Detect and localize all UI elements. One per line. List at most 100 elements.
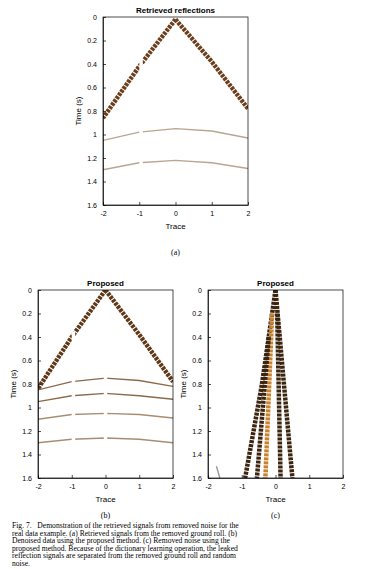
tick-mark	[38, 431, 41, 432]
tick: 0.8	[87, 108, 106, 115]
event-line	[139, 52, 143, 205]
tick: 1.6	[87, 202, 106, 209]
tick-mark	[103, 135, 106, 136]
tick-label: 2	[342, 483, 346, 490]
tick: 0	[28, 287, 41, 294]
y-axis: 00.20.40.60.811.21.41.6	[87, 14, 106, 209]
tick-mark	[38, 337, 41, 338]
tick: 1.4	[22, 451, 41, 458]
panel-label: (b)	[101, 511, 111, 520]
y-axis-title: Time (s)	[179, 369, 188, 398]
tick-mark	[208, 408, 211, 409]
axis-line	[209, 478, 344, 479]
y-axis: 00.20.40.60.811.21.41.6	[22, 287, 41, 482]
tick-mark	[208, 455, 211, 456]
event-line	[104, 296, 108, 478]
tick-mark	[176, 202, 177, 205]
tick-label: 0	[274, 483, 278, 490]
frame	[103, 17, 248, 205]
event-line	[106, 290, 174, 382]
tick: 0.4	[22, 334, 41, 341]
frame	[38, 290, 173, 478]
tick: -1	[69, 475, 75, 490]
tick-mark	[208, 314, 211, 315]
tick: 0.6	[192, 357, 211, 364]
axis-line	[104, 205, 249, 206]
tick-mark	[103, 111, 106, 112]
tick-mark	[103, 205, 106, 206]
marks	[38, 290, 173, 478]
tick: 1	[308, 475, 312, 490]
tick-label: 0	[198, 287, 202, 294]
marks	[216, 290, 292, 478]
tick-mark	[208, 361, 211, 362]
tick-label: -1	[239, 483, 245, 490]
tick: 0.8	[192, 381, 211, 388]
tick: 1.2	[192, 428, 211, 435]
panel-label: (a)	[171, 248, 180, 257]
tick: 1	[198, 404, 211, 411]
tick-label: 0.2	[87, 37, 97, 44]
tick-mark	[208, 290, 211, 291]
tick: 2	[172, 475, 176, 490]
tick-label: -2	[100, 210, 106, 217]
tick-mark	[103, 182, 106, 183]
title: Retrieved reflections	[136, 6, 216, 15]
frame	[208, 290, 343, 478]
x-axis: -2-1012	[205, 475, 345, 490]
tick: 0.4	[192, 334, 211, 341]
tick-label: 1.4	[192, 451, 202, 458]
tick-label: 1.2	[87, 155, 97, 162]
tick: 1.6	[192, 475, 211, 482]
tick: 0	[174, 202, 178, 217]
panel: -2-101200.20.40.60.811.21.41.6ProposedTr…	[179, 279, 346, 504]
event-line	[245, 290, 275, 478]
tick-mark	[242, 475, 243, 478]
tick: 0.2	[22, 310, 41, 317]
tick-label: -2	[35, 483, 41, 490]
event-line	[72, 331, 76, 478]
tick-label: 0	[174, 210, 178, 217]
tick-mark	[106, 475, 107, 478]
tick-label: 1	[138, 483, 142, 490]
title: Proposed	[87, 279, 124, 288]
tick: 0	[274, 475, 278, 490]
tick: 1.6	[22, 475, 41, 482]
plot-area	[38, 290, 173, 478]
tick-label: 1.6	[87, 202, 97, 209]
y-axis-title: Time (s)	[74, 96, 83, 125]
tick-label: 1.2	[192, 428, 202, 435]
panel: -2-101200.20.40.60.811.21.41.6Retrieved …	[74, 6, 251, 231]
tick-label: 1	[28, 404, 32, 411]
tick: 1.4	[192, 451, 211, 458]
tick-label: 0.2	[22, 310, 32, 317]
tick: 1	[210, 202, 214, 217]
tick-mark	[38, 361, 41, 362]
tick-mark	[38, 290, 41, 291]
event-line	[276, 290, 293, 478]
tick-mark	[343, 475, 344, 478]
tick: 0.2	[192, 310, 211, 317]
tick-label: 1	[210, 210, 214, 217]
tick-label: 0.6	[192, 357, 202, 364]
tick-label: -1	[69, 483, 75, 490]
event-line	[103, 19, 176, 118]
tick: -1	[137, 202, 143, 217]
tick: 1	[28, 404, 41, 411]
tick-mark	[208, 384, 211, 385]
tick: 2	[247, 202, 251, 217]
tick-mark	[139, 202, 140, 205]
tick-mark	[38, 314, 41, 315]
tick: 0	[198, 287, 211, 294]
caption: Fig. 7. Demonstration of the retrieved s…	[12, 521, 239, 568]
tick: 0.6	[87, 84, 106, 91]
tick-mark	[212, 202, 213, 205]
tick-mark	[103, 17, 106, 18]
panel: -2-101200.20.40.60.811.21.41.6ProposedTr…	[9, 279, 176, 504]
caption-line: reflection signals are separated from th…	[12, 551, 236, 560]
x-axis-title: Trace	[165, 222, 186, 231]
tick: 0.2	[87, 37, 106, 44]
tick-label: 2	[172, 483, 176, 490]
tick-mark	[72, 475, 73, 478]
figure: -2 -1 0 1 2 0 0.2 0.4 0.6 0.8 1 1.2 1.4 1.6 Retrieved …	[0, 0, 370, 569]
